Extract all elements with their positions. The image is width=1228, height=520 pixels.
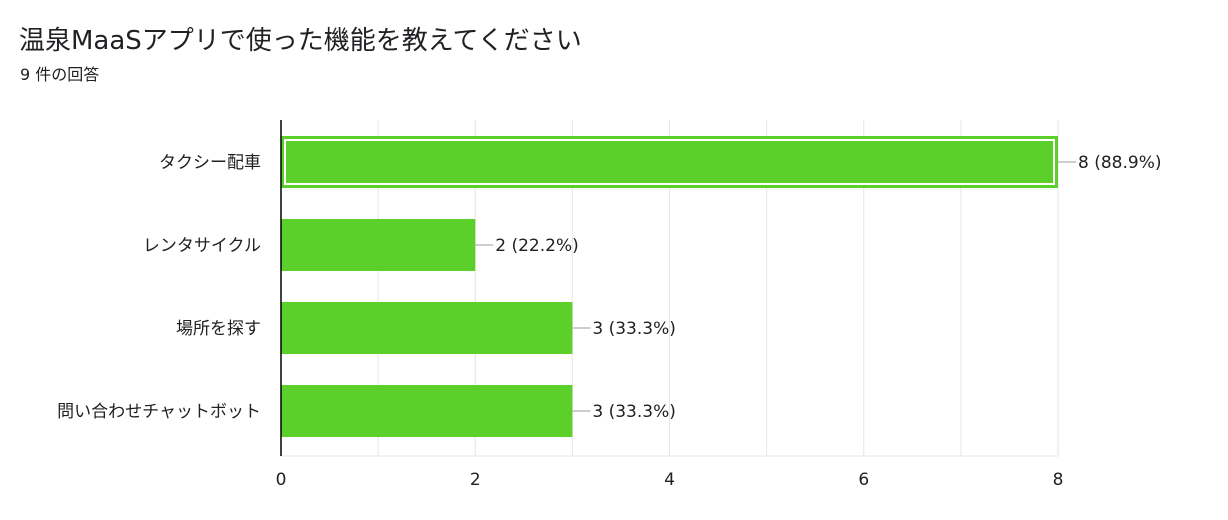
data-label: 2 (22.2%) xyxy=(495,236,579,256)
bar xyxy=(281,136,1058,188)
x-tick-label: 2 xyxy=(470,470,481,490)
response-count: 9 件の回答 xyxy=(20,65,100,84)
category-label: タクシー配車 xyxy=(159,153,261,173)
x-tick-label: 8 xyxy=(1053,470,1064,490)
bar xyxy=(281,219,476,271)
data-label: 3 (33.3%) xyxy=(592,319,676,339)
chart-title: 温泉MaaSアプリで使った機能を教えてください xyxy=(19,26,582,56)
data-label: 8 (88.9%) xyxy=(1078,153,1162,173)
bar-highlight-outline xyxy=(284,139,1055,185)
data-label: 3 (33.3%) xyxy=(592,402,676,422)
x-tick-label: 6 xyxy=(858,470,869,490)
category-label: 場所を探す xyxy=(176,319,261,339)
x-tick-label: 4 xyxy=(664,470,675,490)
category-label: 問い合わせチャットボット xyxy=(57,402,261,422)
x-tick-label: 0 xyxy=(276,470,287,490)
bar xyxy=(281,302,573,354)
category-label: レンタサイクル xyxy=(143,236,261,256)
bar xyxy=(281,385,573,437)
